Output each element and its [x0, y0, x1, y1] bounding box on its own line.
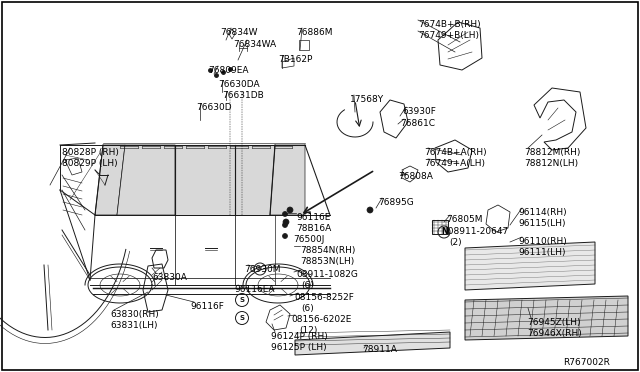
Text: 76630DA: 76630DA: [218, 80, 260, 89]
Polygon shape: [117, 145, 175, 215]
Text: 96111(LH): 96111(LH): [518, 248, 566, 257]
Text: 78911A: 78911A: [362, 345, 397, 354]
Text: 96124P (RH): 96124P (RH): [271, 332, 328, 341]
Polygon shape: [235, 145, 275, 215]
Text: S: S: [239, 297, 244, 303]
Text: 76500J: 76500J: [293, 235, 324, 244]
Text: (6): (6): [301, 304, 314, 313]
Circle shape: [282, 234, 287, 238]
Text: 76895G: 76895G: [378, 198, 413, 207]
Text: 63831(LH): 63831(LH): [110, 321, 157, 330]
Text: 76631DB: 76631DB: [222, 91, 264, 100]
Circle shape: [287, 207, 293, 213]
Text: 76749+B(LH): 76749+B(LH): [418, 31, 479, 40]
Text: R767002R: R767002R: [563, 358, 610, 367]
Text: 96116E: 96116E: [296, 213, 330, 222]
Text: 80828P (RH): 80828P (RH): [62, 148, 119, 157]
Circle shape: [283, 219, 289, 225]
Polygon shape: [175, 145, 235, 215]
Text: 76930M: 76930M: [244, 265, 280, 274]
Text: 78812M(RH): 78812M(RH): [524, 148, 580, 157]
Text: (6): (6): [301, 281, 314, 290]
Text: 63830A: 63830A: [152, 273, 187, 282]
Polygon shape: [270, 145, 305, 215]
Text: 78853N(LH): 78853N(LH): [300, 257, 355, 266]
Text: 78854N(RH): 78854N(RH): [300, 246, 355, 255]
Text: 96116F: 96116F: [190, 302, 224, 311]
Text: 17568Y: 17568Y: [350, 95, 384, 104]
Polygon shape: [295, 332, 450, 355]
Text: 76749+A(LH): 76749+A(LH): [424, 159, 485, 168]
Polygon shape: [465, 296, 628, 340]
Text: (12): (12): [299, 326, 317, 335]
Text: 76809EA: 76809EA: [208, 66, 248, 75]
Text: S: S: [239, 315, 244, 321]
Text: 08911-1082G: 08911-1082G: [296, 270, 358, 279]
Text: 76945Z(LH): 76945Z(LH): [527, 318, 580, 327]
Text: N08911-20647: N08911-20647: [441, 227, 508, 236]
Circle shape: [367, 207, 373, 213]
Text: 76834WA: 76834WA: [233, 40, 276, 49]
Text: 7B162P: 7B162P: [278, 55, 312, 64]
Text: 76861C: 76861C: [400, 119, 435, 128]
Polygon shape: [95, 145, 125, 215]
Text: 76630D: 76630D: [196, 103, 232, 112]
Text: 63930F: 63930F: [402, 107, 436, 116]
Text: 96116EA: 96116EA: [234, 285, 275, 294]
Circle shape: [282, 222, 287, 228]
Text: 7674B+A(RH): 7674B+A(RH): [424, 148, 486, 157]
Text: 7674B+B(RH): 7674B+B(RH): [418, 20, 481, 29]
Text: 96125P (LH): 96125P (LH): [271, 343, 326, 352]
Text: 76805M: 76805M: [446, 215, 483, 224]
Text: N: N: [441, 228, 447, 237]
Polygon shape: [465, 242, 595, 290]
Text: N: N: [258, 266, 262, 272]
Text: 08156-8252F: 08156-8252F: [294, 293, 354, 302]
Text: (2): (2): [449, 238, 461, 247]
Text: 96110(RH): 96110(RH): [518, 237, 567, 246]
Text: 76808A: 76808A: [398, 172, 433, 181]
Text: 78B16A: 78B16A: [296, 224, 332, 233]
Text: 08156-6202E: 08156-6202E: [291, 315, 351, 324]
Text: 76834W: 76834W: [220, 28, 257, 37]
Text: 76946X(RH): 76946X(RH): [527, 329, 582, 338]
Text: 96115(LH): 96115(LH): [518, 219, 566, 228]
Circle shape: [282, 212, 287, 217]
Text: 76886M: 76886M: [296, 28, 333, 37]
Text: 78812N(LH): 78812N(LH): [524, 159, 578, 168]
Text: 63830(RH): 63830(RH): [110, 310, 159, 319]
Text: 96114(RH): 96114(RH): [518, 208, 566, 217]
Text: 80829P (LH): 80829P (LH): [62, 159, 118, 168]
